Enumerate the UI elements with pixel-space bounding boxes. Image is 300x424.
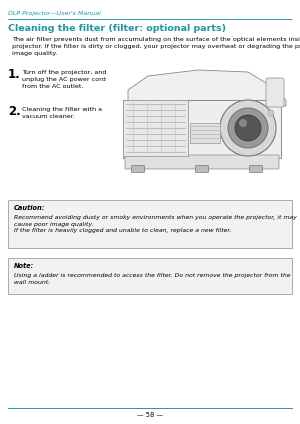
FancyBboxPatch shape [125, 155, 279, 169]
FancyBboxPatch shape [131, 165, 145, 173]
Circle shape [268, 110, 274, 116]
Polygon shape [128, 70, 286, 106]
Circle shape [228, 108, 268, 148]
FancyBboxPatch shape [123, 100, 281, 158]
Circle shape [239, 119, 247, 127]
FancyBboxPatch shape [196, 165, 208, 173]
Text: 2.: 2. [8, 105, 21, 118]
FancyBboxPatch shape [8, 200, 292, 248]
Bar [123, 100, 188, 156]
Text: The air filter prevents dust from accumulating on the surface of the optical ele: The air filter prevents dust from accumu… [12, 37, 300, 56]
Circle shape [235, 115, 261, 141]
Text: Note:: Note: [14, 263, 34, 269]
Text: DLP Projector—User's Manual: DLP Projector—User's Manual [8, 11, 101, 16]
Text: Turn off the projector, and
unplug the AC power cord
from the AC outlet.: Turn off the projector, and unplug the A… [22, 70, 106, 89]
Text: Caution:: Caution: [14, 205, 45, 211]
Circle shape [220, 100, 276, 156]
Text: Cleaning the filter (filter: optional parts): Cleaning the filter (filter: optional pa… [8, 24, 226, 33]
FancyBboxPatch shape [8, 258, 292, 294]
Text: Using a ladder is recommended to access the filter. Do not remove the projector : Using a ladder is recommended to access … [14, 273, 290, 285]
FancyBboxPatch shape [266, 78, 284, 107]
FancyBboxPatch shape [250, 165, 262, 173]
Text: 1.: 1. [8, 68, 21, 81]
Text: Recommend avoiding dusty or smoky environments when you operate the projector, i: Recommend avoiding dusty or smoky enviro… [14, 215, 297, 233]
Bar [190, 123, 220, 143]
Text: Cleaning the filter with a
vacuum cleaner.: Cleaning the filter with a vacuum cleane… [22, 107, 102, 119]
Text: — 58 —: — 58 — [137, 412, 163, 418]
